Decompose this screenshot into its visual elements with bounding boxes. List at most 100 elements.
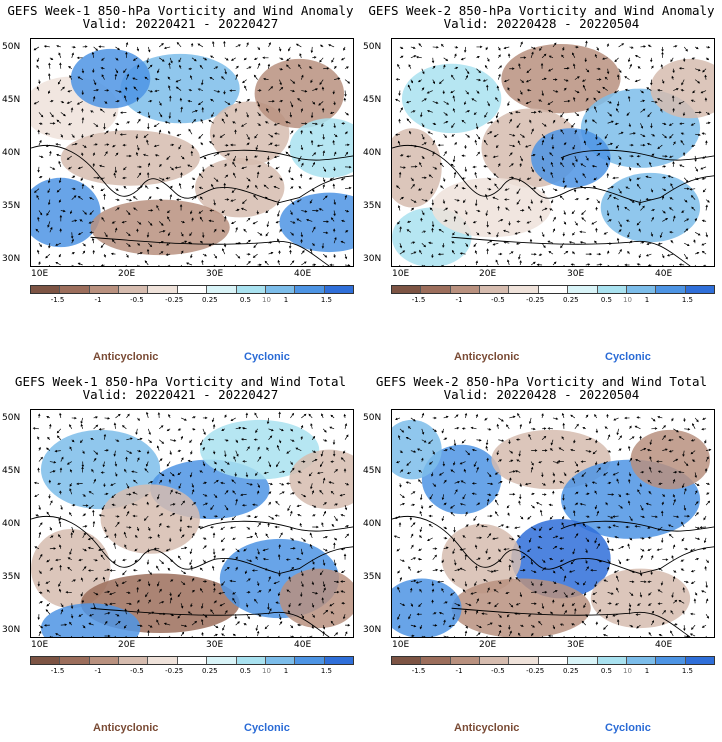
vorticity-shading	[630, 429, 711, 490]
colorbar-swatch	[509, 286, 539, 293]
colorbar-tick-label: 0.5	[239, 296, 252, 304]
lon-label: 40E	[294, 640, 312, 650]
colorbar-tick-label: 1.5	[320, 667, 333, 675]
colorbar-tick-label: -1	[455, 667, 463, 675]
colorbar-tick-label: 0.5	[600, 667, 613, 675]
colorbar-tick-label: -1.5	[411, 296, 426, 304]
colorbar-tick-label: 1.5	[681, 296, 694, 304]
colorbar-ticks: -1.5 -1 -0.5 -0.25 0.25 0.5 1 1.5 10	[391, 296, 715, 306]
colorbar-tick-label: -1	[94, 296, 102, 304]
vorticity-shading	[90, 199, 230, 256]
lat-label: 30N	[2, 254, 21, 264]
vorticity-shading	[254, 58, 345, 129]
lon-label: 30E	[206, 640, 224, 650]
lat-label: 35N	[363, 572, 382, 582]
colorbar-tick-label: 0.25	[563, 296, 579, 304]
vorticity-map	[30, 38, 354, 267]
lon-label: 20E	[479, 269, 497, 279]
colorbar-swatch	[324, 657, 353, 664]
lat-label: 50N	[2, 42, 21, 52]
colorbar-swatch	[685, 657, 714, 664]
colorbar-swatch	[119, 286, 149, 293]
panel-title: GEFS Week-2 850-hPa Vorticity and Wind T…	[375, 374, 708, 389]
lat-label: 40N	[363, 519, 382, 529]
vorticity-shading	[31, 177, 101, 248]
colorbar-swatch	[421, 657, 451, 664]
lon-label: 40E	[655, 269, 673, 279]
colorbar-tick-label: -1.5	[411, 667, 426, 675]
colorbar	[30, 285, 354, 294]
anticyclonic-label: Anticyclonic	[454, 722, 520, 734]
anticyclonic-label: Anticyclonic	[454, 351, 520, 363]
lat-label: 35N	[363, 201, 382, 211]
colorbar-tick-label: -0.5	[491, 296, 505, 304]
colorbar-swatch	[60, 286, 90, 293]
colorbar-swatch	[89, 286, 120, 293]
colorbar	[391, 285, 715, 294]
colorbar-tick-label: -0.25	[165, 667, 184, 675]
colorbar-swatch	[597, 286, 627, 293]
panel-valid-dates: Valid: 20220428 - 20220504	[443, 16, 640, 31]
lat-label: 45N	[363, 95, 382, 105]
colorbar-tick-label: -0.25	[165, 296, 184, 304]
colorbar-swatch	[480, 657, 510, 664]
vorticity-shading	[421, 444, 502, 515]
colorbar-swatch	[265, 657, 296, 664]
colorbar-swatch	[265, 286, 296, 293]
colorbar-tick-label: 1	[644, 296, 650, 304]
lon-label: 30E	[567, 640, 585, 650]
lat-label: 40N	[2, 148, 21, 158]
panel-week2-anomaly: GEFS Week-2 850-hPa Vorticity and Wind A…	[361, 0, 722, 371]
panel-valid-dates: Valid: 20220428 - 20220504	[443, 387, 640, 402]
vorticity-map	[30, 409, 354, 638]
lon-label: 20E	[479, 640, 497, 650]
colorbar-swatch	[177, 657, 208, 664]
colorbar-tick-label: -1	[94, 667, 102, 675]
cyclonic-label: Cyclonic	[605, 351, 651, 363]
colorbar-swatch	[450, 286, 481, 293]
colorbar-swatch	[236, 286, 266, 293]
vorticity-shading	[120, 53, 240, 124]
colorbar-swatch	[568, 657, 598, 664]
lon-label: 10E	[31, 269, 49, 279]
vorticity-shading	[431, 177, 552, 238]
lat-label: 30N	[2, 625, 21, 635]
vorticity-shading	[501, 43, 621, 114]
vorticity-shading	[279, 192, 353, 253]
colorbar-ticks: -1.5 -1 -0.5 -0.25 0.25 0.5 1 1.5 10	[30, 667, 354, 677]
lon-label: 30E	[567, 269, 585, 279]
anticyclonic-label: Anticyclonic	[93, 351, 159, 363]
lat-label: 35N	[2, 572, 21, 582]
lon-label: 20E	[118, 269, 136, 279]
colorbar-swatch	[207, 286, 237, 293]
colorbar-tick-label: -0.5	[130, 667, 144, 675]
colorbar-swatch	[538, 657, 569, 664]
lat-label: 40N	[363, 148, 382, 158]
vorticity-map	[391, 409, 715, 638]
anticyclonic-label: Anticyclonic	[93, 722, 159, 734]
panel-week1-total: GEFS Week-1 850-hPa Vorticity and Wind T…	[0, 371, 361, 742]
colorbar-swatch	[89, 657, 120, 664]
colorbar-swatch	[119, 657, 149, 664]
colorbar-tick-label: 0.25	[202, 667, 218, 675]
lat-label: 30N	[363, 625, 382, 635]
panel-title: GEFS Week-2 850-hPa Vorticity and Wind A…	[368, 3, 715, 18]
vorticity-shading	[100, 484, 200, 554]
colorbar-tick-label: -0.25	[526, 667, 545, 675]
lon-label: 10E	[392, 640, 410, 650]
panel-week1-anomaly: GEFS Week-1 850-hPa Vorticity and Wind A…	[0, 0, 361, 371]
panel-title: GEFS Week-1 850-hPa Vorticity and Wind A…	[7, 3, 354, 18]
lat-label: 45N	[2, 95, 21, 105]
colorbar-tick-label: 1.5	[681, 667, 694, 675]
colorbar-swatch	[148, 657, 178, 664]
vector-scale-mark: 10	[262, 667, 271, 675]
colorbar-swatch	[392, 657, 422, 664]
colorbar	[391, 656, 715, 665]
wind-vectors	[393, 412, 712, 637]
colorbar-swatch	[656, 657, 686, 664]
colorbar-swatch	[538, 286, 569, 293]
panel-week2-total: GEFS Week-2 850-hPa Vorticity and Wind T…	[361, 371, 722, 742]
vector-scale-mark: 10	[623, 296, 632, 304]
vorticity-shading	[289, 449, 353, 510]
colorbar	[30, 656, 354, 665]
